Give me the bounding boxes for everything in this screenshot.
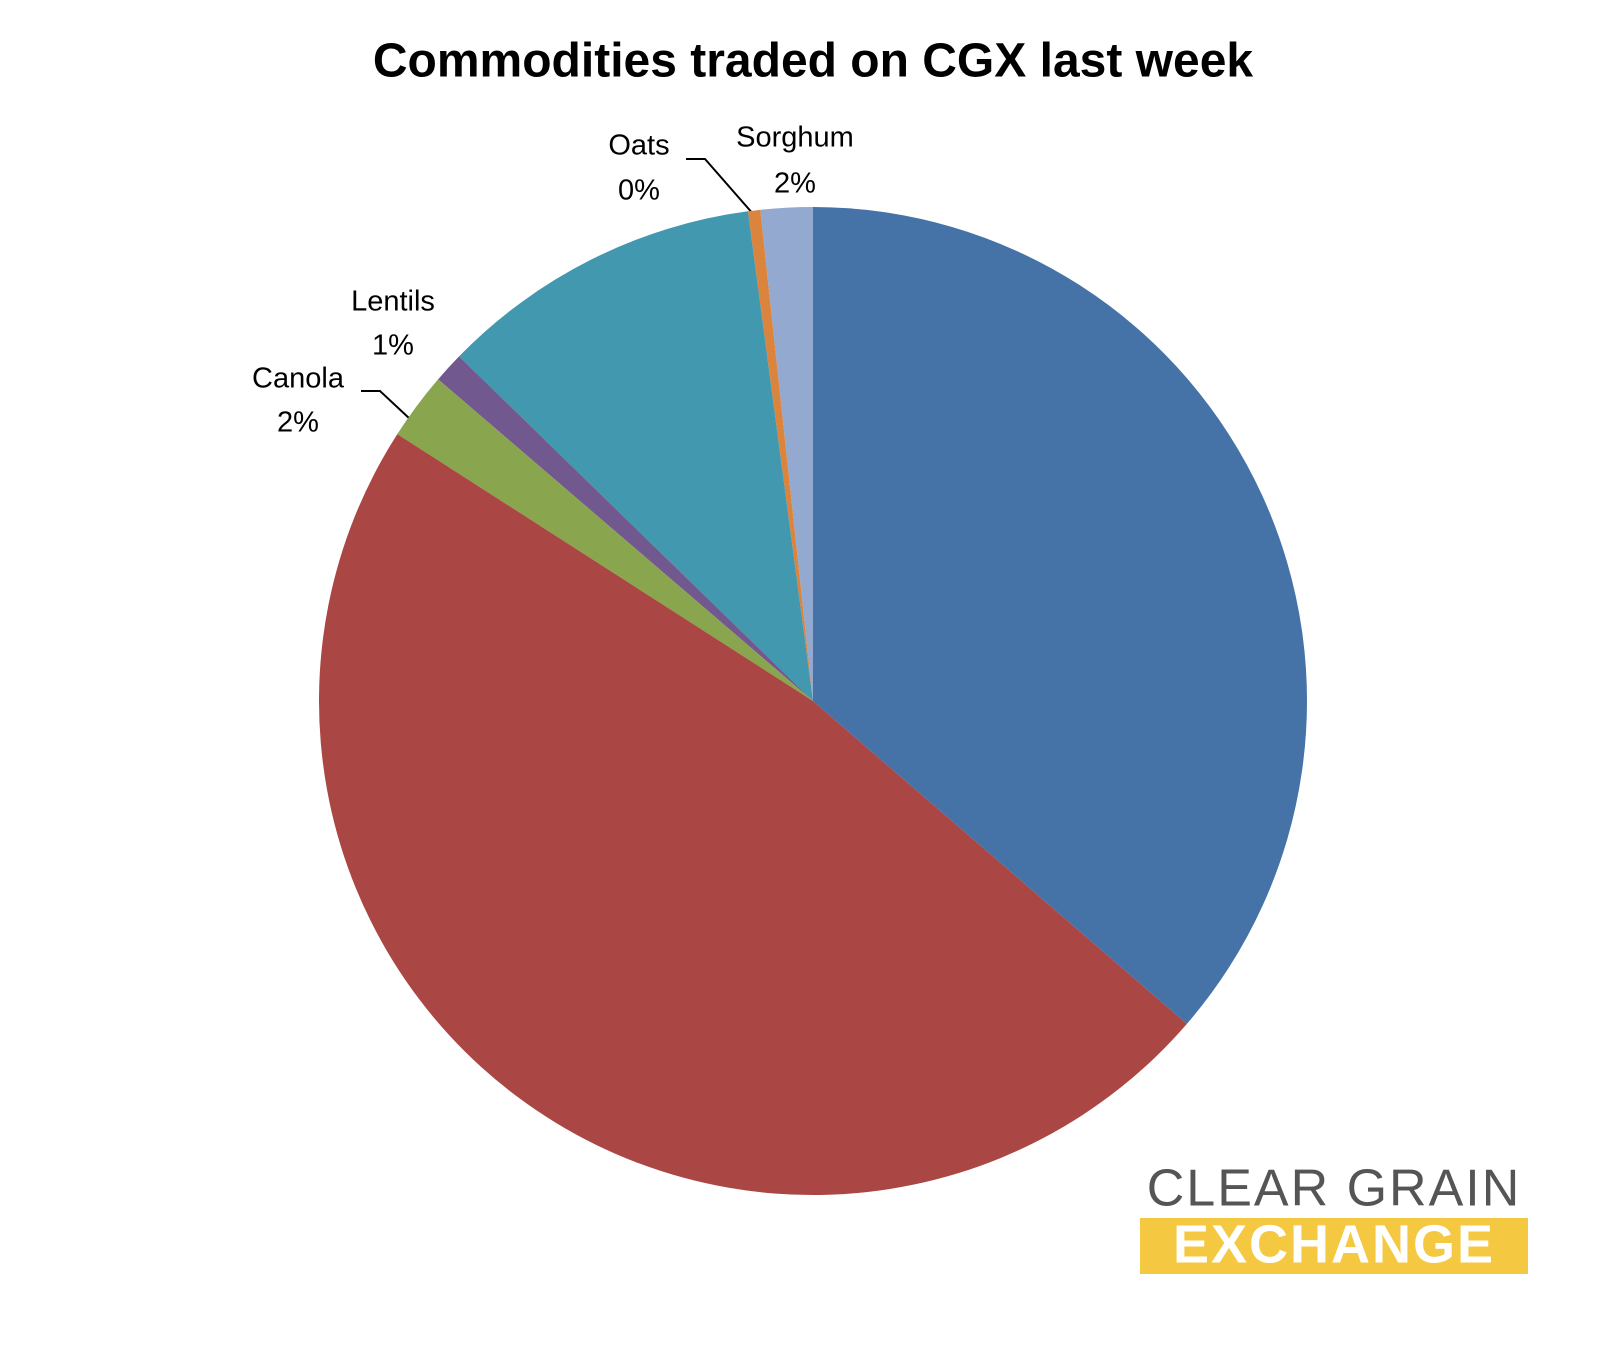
slice-value-label: 1%	[372, 330, 414, 362]
pie-slice	[747, 209, 813, 701]
logo-line-1: CLEAR GRAIN	[1147, 1160, 1522, 1218]
logo-bar	[1140, 1218, 1528, 1274]
pie-slice	[760, 207, 813, 701]
pie-slice	[459, 211, 813, 701]
pie-slice	[397, 379, 813, 701]
pie-slice	[813, 207, 1307, 1024]
slice-label: Sorghum	[736, 122, 854, 154]
logo-line-2: EXCHANGE	[1173, 1214, 1495, 1274]
chart-title: Commodities traded on CGX last week	[373, 35, 1254, 88]
leader-line	[361, 390, 411, 420]
slice-label: Oats	[608, 130, 669, 162]
pie-slice	[438, 356, 813, 701]
slice-value-label: 0%	[618, 175, 660, 207]
slice-value-label: 2%	[277, 407, 319, 439]
leader-line	[686, 158, 755, 216]
slice-label: Lentils	[351, 286, 435, 318]
slice-label: Canola	[252, 363, 345, 395]
slice-value-label: 2%	[774, 168, 816, 200]
pie-slice	[318, 434, 1187, 1196]
